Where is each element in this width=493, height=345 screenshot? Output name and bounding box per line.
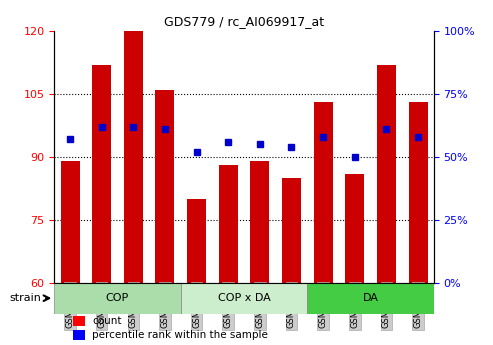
Text: GSM30969: GSM30969 bbox=[97, 283, 106, 328]
Bar bbox=[345, 174, 364, 283]
Bar bbox=[73, 331, 85, 340]
Text: GSM30978: GSM30978 bbox=[382, 283, 391, 328]
Bar bbox=[54, 283, 181, 314]
Text: strain: strain bbox=[10, 293, 41, 303]
Title: GDS779 / rc_AI069917_at: GDS779 / rc_AI069917_at bbox=[164, 16, 324, 29]
Bar bbox=[73, 316, 85, 326]
Bar bbox=[124, 31, 143, 283]
Text: GSM30975: GSM30975 bbox=[287, 283, 296, 328]
Bar bbox=[307, 283, 434, 314]
Bar bbox=[250, 161, 269, 283]
Bar bbox=[92, 65, 111, 283]
Text: GSM30968: GSM30968 bbox=[66, 283, 74, 328]
Text: GSM30973: GSM30973 bbox=[224, 283, 233, 328]
Text: GSM30977: GSM30977 bbox=[350, 283, 359, 328]
Bar bbox=[155, 90, 175, 283]
Bar bbox=[181, 283, 307, 314]
Bar bbox=[61, 161, 79, 283]
Text: GSM30976: GSM30976 bbox=[318, 283, 328, 328]
Text: GSM30970: GSM30970 bbox=[129, 283, 138, 328]
Text: COP x DA: COP x DA bbox=[218, 293, 270, 303]
Text: DA: DA bbox=[363, 293, 379, 303]
Bar bbox=[282, 178, 301, 283]
Text: GSM30971: GSM30971 bbox=[160, 283, 170, 328]
Text: GSM30974: GSM30974 bbox=[255, 283, 264, 328]
Text: COP: COP bbox=[106, 293, 129, 303]
Bar bbox=[187, 199, 206, 283]
Text: count: count bbox=[92, 316, 122, 326]
Bar bbox=[219, 165, 238, 283]
Text: GSM30979: GSM30979 bbox=[414, 283, 423, 328]
Bar bbox=[377, 65, 396, 283]
Bar bbox=[409, 102, 427, 283]
Text: percentile rank within the sample: percentile rank within the sample bbox=[92, 331, 268, 341]
Bar bbox=[314, 102, 333, 283]
Text: GSM30972: GSM30972 bbox=[192, 283, 201, 328]
